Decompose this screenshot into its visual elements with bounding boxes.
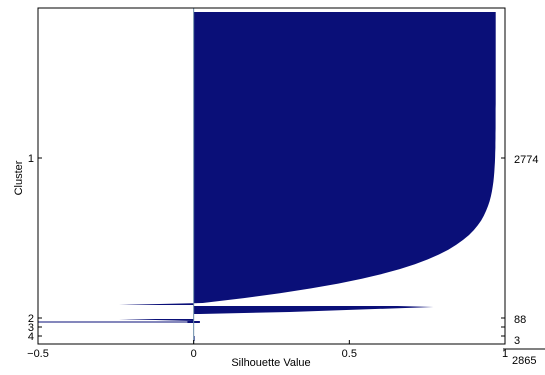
y-axis-ticks: 1 234 <box>28 153 42 343</box>
y-axis-title: Cluster <box>13 160 25 195</box>
x-axis-ticks: −0.5 0 0.5 1 <box>27 340 508 360</box>
y-tick-label: 1 <box>28 153 34 165</box>
x-tick-label: −0.5 <box>27 348 49 360</box>
cluster-2-negative-bar <box>118 319 194 321</box>
cluster-counts: 2774 88 3 <box>501 154 538 347</box>
cluster-1-bar <box>118 12 496 305</box>
plot-frame <box>37 7 506 345</box>
cluster-count-label: 88 <box>514 314 526 326</box>
total-count: 2865 <box>512 355 536 367</box>
silhouette-bars <box>38 12 496 341</box>
cluster-2-bar <box>193 306 434 314</box>
x-tick-label: 1 <box>502 348 508 360</box>
y-tick-label: 4 <box>28 331 34 343</box>
x-tick-label: 0.5 <box>342 348 357 360</box>
x-axis-title: Silhouette Value <box>231 357 310 369</box>
x-tick-label: 0 <box>191 348 197 360</box>
cluster-count-label: 2774 <box>514 154 538 166</box>
y-tick-label: 3 <box>28 322 34 334</box>
y-tick-label: 2 <box>28 313 34 325</box>
cluster-count-label: 3 <box>514 335 520 347</box>
